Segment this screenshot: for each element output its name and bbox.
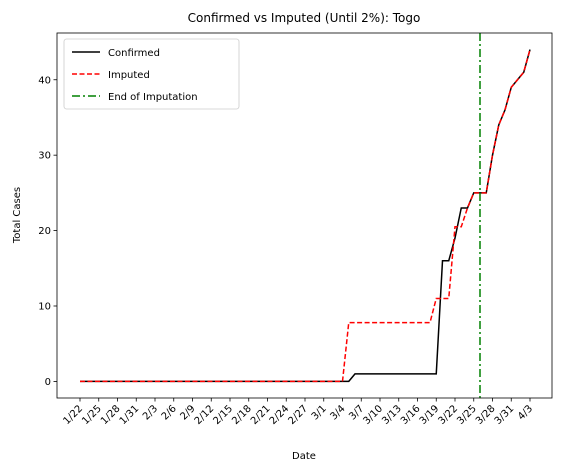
x-tick-label: 3/10 <box>361 403 385 427</box>
x-tick-label: 1/25 <box>80 403 104 427</box>
x-tick-label: 2/24 <box>268 403 292 427</box>
x-tick-label: 3/4 <box>328 403 347 422</box>
legend-label: Imputed <box>108 70 150 81</box>
x-tick-label: 2/6 <box>160 403 179 422</box>
x-tick-label: 1/22 <box>61 403 85 427</box>
plot-area <box>80 33 531 398</box>
x-tick-label: 2/21 <box>249 403 273 427</box>
series-line-imputed <box>80 49 531 383</box>
y-tick-label: 30 <box>38 151 51 162</box>
x-tick-label: 2/12 <box>193 403 217 427</box>
axes-frame <box>56 32 553 399</box>
x-tick-label: 2/3 <box>141 403 160 422</box>
x-tick-label: 3/13 <box>380 403 404 427</box>
legend-label: Confirmed <box>108 48 160 59</box>
x-axis-label: Date <box>292 451 316 462</box>
y-axis-label: Total Cases <box>12 187 23 244</box>
y-tick-label: 0 <box>45 377 51 388</box>
x-tick-label: 1/31 <box>118 403 142 427</box>
x-tick-label: 3/16 <box>399 403 423 427</box>
x-tick-label: 3/31 <box>493 403 517 427</box>
legend-label: End of Imputation <box>108 92 198 103</box>
chart-title: Confirmed vs Imputed (Until 2%): Togo <box>188 11 421 25</box>
x-tick-label: 3/25 <box>455 403 479 427</box>
x-tick-label: 2/18 <box>230 403 254 427</box>
legend: Confirmed Imputed End of Imputation <box>63 38 240 110</box>
x-tick-label: 2/27 <box>286 403 310 427</box>
x-tick-label: 3/19 <box>418 403 442 427</box>
x-tick-label: 2/15 <box>211 403 235 427</box>
x-tick-label: 3/22 <box>436 403 460 427</box>
legend-box <box>63 38 240 110</box>
x-tick-label: 3/1 <box>310 403 329 422</box>
x-axis: 1/221/251/281/31 2/3 2/6 2/92/122/152/182/2… <box>61 398 535 427</box>
y-tick-label: 20 <box>38 226 51 237</box>
x-tick-label: 1/28 <box>99 403 123 427</box>
y-tick-label: 10 <box>38 301 51 312</box>
x-tick-label: 4/3 <box>516 403 535 422</box>
y-tick-label: 40 <box>38 75 51 86</box>
y-axis: 0 10 20 30 40 <box>38 75 57 388</box>
x-tick-label: 3/28 <box>474 403 498 427</box>
